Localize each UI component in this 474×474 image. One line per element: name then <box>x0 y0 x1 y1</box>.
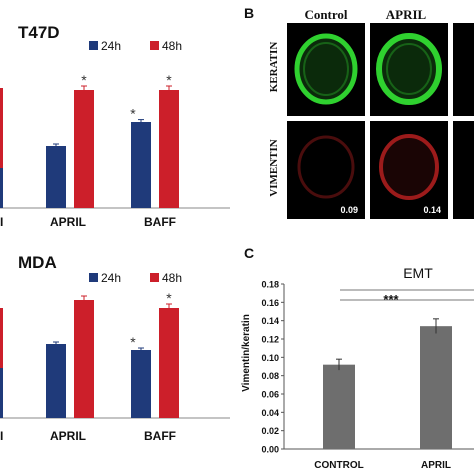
emt-y-tick-label: 0.14 <box>261 316 279 326</box>
t47d-legend-swatch-24h <box>89 41 98 50</box>
col-label-april: APRIL <box>386 7 427 22</box>
emt-category-label-control: CONTROL <box>314 460 363 471</box>
row-label-vimentin: VIMENTIN <box>268 139 280 197</box>
micrograph-keratin-partial <box>453 23 474 116</box>
mda-bar-48h-april <box>74 300 94 418</box>
emt-y-tick-label: 0.06 <box>261 390 279 400</box>
mda-legend-swatch-24h <box>89 273 98 282</box>
vimentin-value-control: 0.09 <box>340 205 358 215</box>
t47d-bar-48h-april <box>74 90 94 208</box>
emt-title: EMT <box>403 265 433 281</box>
mda-legend-24h: 24h <box>101 271 121 285</box>
mda-legend-48h: 48h <box>162 271 182 285</box>
t47d-edge-bar-1 <box>0 168 3 208</box>
t47d-category-label-april: APRIL <box>50 215 86 229</box>
mda-edge-bar-0 <box>0 308 3 418</box>
emt-bar-april <box>420 326 452 449</box>
t47d-bar-24h-baff <box>131 122 151 208</box>
micrograph-vimentin-partial <box>453 121 474 219</box>
emt-y-tick-label: 0.02 <box>261 426 279 436</box>
emt-y-tick-label: 0.16 <box>261 298 279 308</box>
t47d-category-label-baff: BAFF <box>144 215 176 229</box>
mda-significance-24h-baff: * <box>130 334 136 350</box>
emt-bar-control <box>323 364 355 449</box>
emt-y-tick-label: 0.10 <box>261 353 279 363</box>
vimentin-cell-control <box>297 135 355 199</box>
mda-legend-swatch-48h <box>150 273 159 282</box>
emt-chart: C EMT Vimentin/keratin CONTROL APRIL ***… <box>241 245 474 471</box>
mda-bar-48h-baff <box>159 308 179 418</box>
t47d-significance-48h-april: * <box>81 72 87 88</box>
t47d-significance-24h-baff: * <box>130 106 136 122</box>
mda-bottom-mark: I <box>0 429 3 443</box>
emt-y-tick-label: 0.18 <box>261 280 279 290</box>
t47d-legend-24h: 24h <box>101 39 121 53</box>
t47d-bottom-mark: I <box>0 215 3 229</box>
row-label-keratin: KERATIN <box>268 42 280 93</box>
keratin-cell-april <box>376 33 442 105</box>
t47d-edge-bar-0 <box>0 88 3 208</box>
t47d-title: T47D <box>18 23 60 42</box>
t47d-bar-48h-baff <box>159 90 179 208</box>
emt-y-tick-label: 0.00 <box>261 445 279 455</box>
keratin-cell-control-inner <box>303 42 349 96</box>
vimentin-value-april: 0.14 <box>423 205 441 215</box>
panel-c-letter: C <box>244 245 254 261</box>
t47d-legend-48h: 48h <box>162 39 182 53</box>
keratin-cell-april-inner <box>386 43 432 95</box>
emt-y-tick-label: 0.12 <box>261 335 279 345</box>
mda-chart: MDA 24h 48h I APRIL BAFF * * <box>0 253 230 443</box>
mda-category-label-baff: BAFF <box>144 429 176 443</box>
emt-y-axis-label: Vimentin/keratin <box>241 314 252 392</box>
col-label-control: Control <box>304 7 347 22</box>
t47d-legend-swatch-48h <box>150 41 159 50</box>
panel-b-letter: B <box>244 5 254 21</box>
mda-bar-24h-april <box>46 344 66 418</box>
mda-edge-bar-1 <box>0 368 3 418</box>
mda-significance-48h-baff: * <box>166 290 172 306</box>
keratin-cell-control <box>294 33 358 105</box>
emt-significance-label: *** <box>383 292 399 307</box>
vimentin-cell-april <box>379 134 439 200</box>
t47d-chart: T47D 24h 48h I APRIL BAFF * * * <box>0 23 230 229</box>
emt-y-tick-label: 0.08 <box>261 371 279 381</box>
panel-b: B Control APRIL KERATIN VIMENTIN 0.09 0.… <box>244 5 474 219</box>
mda-bar-24h-baff <box>131 350 151 418</box>
t47d-bar-24h-april <box>46 146 66 208</box>
emt-category-label-april: APRIL <box>421 460 451 471</box>
mda-title: MDA <box>18 253 57 272</box>
mda-category-label-april: APRIL <box>50 429 86 443</box>
emt-y-tick-label: 0.04 <box>261 408 279 418</box>
t47d-significance-48h-baff: * <box>166 72 172 88</box>
